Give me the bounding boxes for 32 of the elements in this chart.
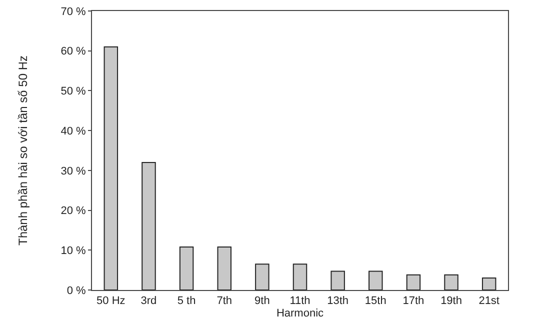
bar xyxy=(482,278,496,290)
bar xyxy=(292,264,308,290)
y-tick-label: 70 % xyxy=(60,6,86,18)
x-tick-label: 15th xyxy=(364,295,386,308)
bar xyxy=(444,274,458,290)
bar xyxy=(255,264,270,290)
bar xyxy=(104,46,118,290)
x-axis-title: Harmonic xyxy=(276,307,324,320)
y-tick-label: 40 % xyxy=(60,125,86,138)
y-tick-label: 10 % xyxy=(60,244,86,257)
x-tick-label: 19th xyxy=(440,295,462,308)
x-tick-label: 21st xyxy=(478,295,500,308)
bar xyxy=(330,270,345,290)
x-tick-label: 17th xyxy=(402,295,424,308)
bar xyxy=(406,274,421,290)
x-tick-label: 11th xyxy=(290,295,310,308)
x-tick-label: 13th xyxy=(327,295,349,308)
x-tick-label: 5 th xyxy=(177,295,196,308)
bar xyxy=(142,162,156,290)
y-tick-label: 60 % xyxy=(60,46,86,58)
y-tick-label: 50 % xyxy=(60,86,86,98)
bar xyxy=(368,270,383,290)
x-tick-label: 7th xyxy=(216,295,232,308)
y-axis-title: Thành phần hài so với tần số 50 Hz xyxy=(16,56,30,246)
y-tick-label: 0 % xyxy=(66,284,86,297)
x-tick-label: 3rd xyxy=(140,295,157,308)
bar xyxy=(179,246,194,290)
x-tick-label: 50 Hz xyxy=(96,295,126,308)
x-tick-label: 9th xyxy=(254,295,270,308)
y-tick-label: 20 % xyxy=(60,205,86,218)
y-tick-label: 30 % xyxy=(60,165,86,178)
bar xyxy=(217,246,232,290)
